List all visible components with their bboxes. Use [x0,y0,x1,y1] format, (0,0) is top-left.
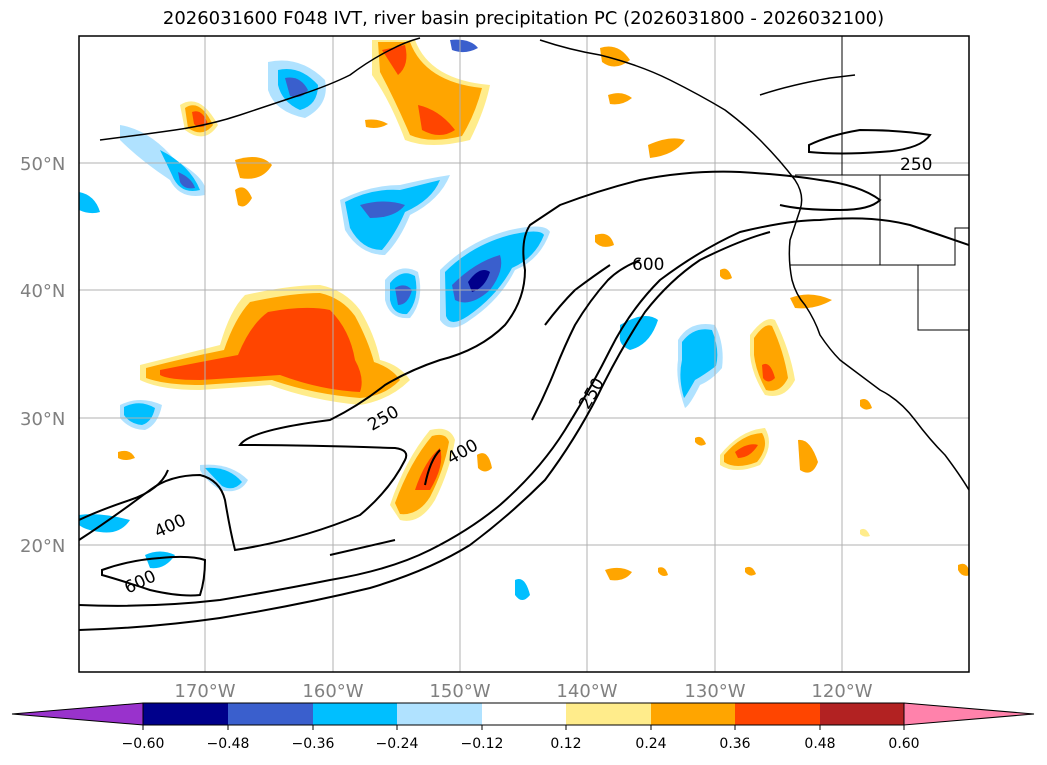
patch-positive [720,268,732,280]
patch-positive [118,450,135,460]
patch-positive [192,111,208,127]
lon-label: 170°W [174,681,235,702]
patch-negative [345,180,440,250]
lon-label: 160°W [302,681,363,702]
patch-positive [382,45,407,75]
patch-negative [468,269,490,292]
colorbar-tick-label: −0.36 [292,736,335,752]
colorbar-segment [566,703,651,725]
patch-positive [418,105,455,135]
patch-negative [680,329,718,398]
patch-positive [658,567,668,576]
lon-label: 130°W [684,681,745,702]
patch-negative [79,192,100,214]
lon-label: 140°W [556,681,617,702]
patch-positive [735,444,758,458]
patch-positive [235,156,272,179]
colorbar-frame [142,702,905,726]
lat-label: 40°N [20,281,65,302]
map-frame [78,35,970,673]
colorbar-segment [735,703,820,725]
ivt-contours [79,128,969,631]
lat-labels: 50°N 40°N 30°N 20°N [20,154,65,557]
patch-negative [619,316,658,350]
patch-positive [860,399,872,410]
lon-label: 120°W [811,681,872,702]
patch-positive [798,439,818,473]
patch-negative [360,201,405,218]
patch-positive [695,436,706,446]
lat-label: 20°N [20,536,65,557]
patch-positive [608,93,632,105]
precip-patches [79,39,969,600]
colorbar-tick-label: 0.48 [804,736,835,752]
colorbar-tick-label: 0.36 [719,736,750,752]
patch-positive [762,363,775,382]
patch-positive [958,563,969,576]
coastlines [99,37,969,491]
patch-negative [178,172,195,189]
colorbar-segment [482,703,566,725]
patch-negative [450,39,478,53]
colorbar-tick-label: 0.12 [550,736,581,752]
colorbar-tick-label: −0.60 [122,736,165,752]
patch-positive [160,307,362,392]
lon-labels: 170°W 160°W 150°W 140°W 130°W 120°W [174,681,872,702]
lat-label: 30°N [20,409,65,430]
colorbar-tick-label: −0.48 [207,736,250,752]
lon-label: 150°W [429,681,490,702]
colorbar-extend-min [11,702,144,726]
colorbar-segment [651,703,735,725]
colorbar-segment [397,703,482,725]
colorbar-tick-label: −0.24 [376,736,419,752]
patch-positive [754,325,788,391]
patch-negative [205,467,242,489]
colorbar-segment [143,703,228,725]
gridlines [79,36,969,672]
map-title: 2026031600 F048 IVT, river basin precipi… [162,8,885,29]
patch-positive [860,528,870,537]
contour-label: 250 [900,155,932,175]
colorbar: −0.60 −0.48 −0.36 −0.24 −0.12 0.12 0.24 … [11,702,1035,752]
colorbar-tick-label: 0.60 [888,736,919,752]
patch-positive [595,233,614,247]
patch-negative [124,403,155,425]
patch-positive [605,567,632,581]
colorbar-extend-max [903,702,1035,726]
colorbar-segment [313,703,397,725]
colorbar-tick-label: 0.24 [635,736,666,752]
contour-label: 600 [632,255,664,275]
patch-positive [477,453,492,472]
patch-positive [235,187,252,207]
colorbar-segment [228,703,313,725]
lat-label: 50°N [20,154,65,175]
patch-negative [515,579,530,600]
colorbar-segment [820,703,904,725]
patch-positive [365,119,388,128]
colorbar-tick-label: −0.12 [461,736,504,752]
patch-negative [145,551,175,569]
patch-negative [285,77,308,98]
patch-positive [745,566,756,576]
patch-positive [648,138,685,158]
